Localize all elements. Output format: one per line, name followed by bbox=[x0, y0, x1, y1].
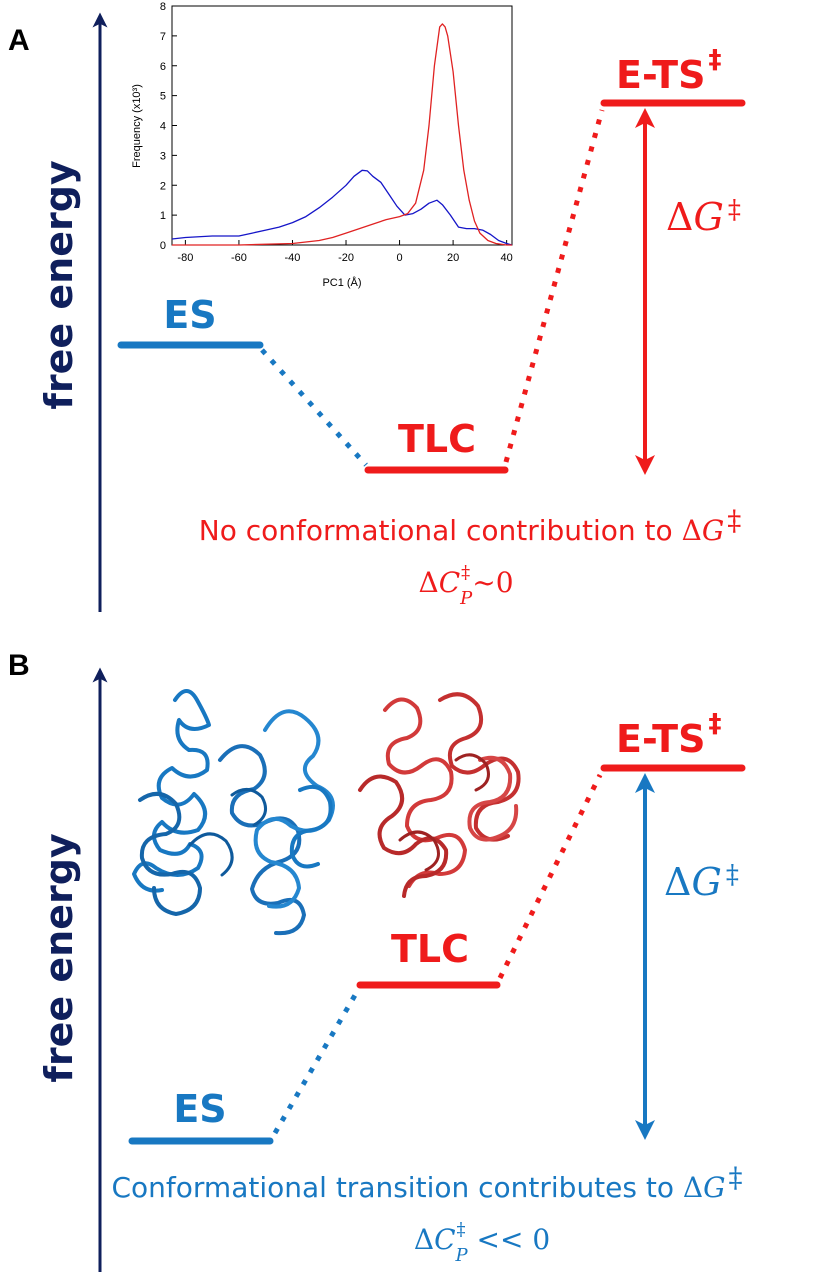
panel-a-cp-c: C bbox=[439, 566, 460, 599]
panel-b-caption-dagger: ‡ bbox=[729, 1161, 743, 1194]
inset-x-tick-label: -60 bbox=[231, 252, 247, 264]
panel-b-letter: B bbox=[8, 649, 30, 682]
panel-a-caption-delta: Δ bbox=[682, 514, 702, 547]
panel-b-delta-symbol: Δ bbox=[664, 860, 691, 904]
inset-histogram-chart: -80 -60 -40 -20 0 20 40 0 1 2 3 4 5 6 7 8 PC1 (Å) Frequ… bbox=[131, 1, 513, 289]
panel-b-tlc-label: TLC bbox=[391, 927, 469, 971]
inset-plot-frame bbox=[171, 5, 513, 246]
inset-y-tick-label: 5 bbox=[160, 91, 166, 103]
panel-a: A free energy ES TLC E-TS ‡ ΔG ‡ No confor… bbox=[8, 1, 746, 612]
panel-b-delta-g-label: ΔG ‡ bbox=[664, 860, 739, 904]
inset-y-tick-label: 7 bbox=[160, 31, 166, 43]
inset-x-axis-label: PC1 (Å) bbox=[322, 276, 361, 289]
inset-x-tick-label: 0 bbox=[396, 252, 402, 264]
panel-a-caption-g: G bbox=[702, 514, 724, 547]
panel-b-caption-text: Conformational transition contributes to bbox=[111, 1171, 682, 1204]
panel-b-ets-label: E-TS ‡ bbox=[616, 709, 721, 761]
panel-a-es-tlc-connector bbox=[260, 348, 368, 467]
panel-a-caption-line2: ΔC‡ P~0 bbox=[418, 562, 513, 609]
panel-a-g-symbol: G bbox=[693, 195, 723, 239]
inset-y-tick-label: 4 bbox=[160, 121, 166, 133]
inset-x-tick-label: -20 bbox=[338, 252, 354, 264]
panel-a-dagger-symbol: ‡ bbox=[728, 195, 741, 225]
panel-b-caption-line2: ΔC‡ P << 0 bbox=[414, 1219, 550, 1266]
inset-y-tick-label: 6 bbox=[160, 61, 166, 73]
protein-ribbon-red-icon bbox=[358, 692, 521, 898]
panel-b-cp-delta: Δ bbox=[414, 1223, 434, 1256]
panel-b-caption-g: G bbox=[703, 1171, 725, 1204]
inset-x-tick-label: -80 bbox=[177, 252, 193, 264]
panel-a-caption-text: No conformational contribution to bbox=[199, 514, 682, 547]
inset-series-line-1 bbox=[171, 169, 513, 246]
panel-b-dagger-symbol: ‡ bbox=[726, 860, 739, 890]
panel-b-cp-sub: P bbox=[455, 1245, 469, 1266]
panel-a-es-label: ES bbox=[163, 293, 216, 337]
panel-a-letter: A bbox=[8, 24, 30, 57]
inset-y-tick-label: 0 bbox=[160, 240, 166, 252]
panel-a-ets-label: E-TS ‡ bbox=[616, 45, 721, 97]
panel-a-caption-dagger: ‡ bbox=[727, 504, 741, 537]
panel-b-es-tlc-connector bbox=[272, 988, 361, 1135]
inset-y-tick-label: 3 bbox=[160, 150, 166, 162]
inset-x-tick-label: 40 bbox=[501, 252, 513, 264]
panel-a-cp-sub: P bbox=[459, 588, 473, 609]
panel-b-g-symbol: G bbox=[691, 860, 721, 904]
panel-a-cp-sup: ‡ bbox=[461, 562, 470, 583]
panel-b-ets-text: E-TS bbox=[616, 717, 705, 761]
panel-b-tlc-ets-connector bbox=[497, 773, 603, 980]
panel-b-cp-c: C bbox=[434, 1223, 455, 1256]
panel-b-caption-line1: Conformational transition contributes to… bbox=[111, 1161, 742, 1204]
protein-ribbon-blue-icon bbox=[132, 689, 335, 936]
panel-b-caption-delta: Δ bbox=[683, 1171, 703, 1204]
panel-b-cp-rest: << 0 bbox=[468, 1223, 551, 1256]
panel-a-delta-g-label: ΔG ‡ bbox=[666, 195, 741, 239]
panel-a-cp-delta: Δ bbox=[418, 566, 438, 599]
panel-b-ets-dagger: ‡ bbox=[708, 709, 721, 739]
inset-x-tick-label: -40 bbox=[285, 252, 301, 264]
panel-a-ets-text: E-TS bbox=[616, 53, 705, 97]
panel-a-ets-dagger: ‡ bbox=[708, 45, 721, 75]
inset-x-tick-label: 20 bbox=[447, 252, 459, 264]
panel-a-y-axis-label: free energy bbox=[37, 160, 81, 410]
inset-y-tick-label: 1 bbox=[160, 210, 166, 222]
panel-b-y-axis-label: free energy bbox=[37, 833, 81, 1083]
inset-lines bbox=[171, 23, 513, 246]
panel-a-tlc-label: TLC bbox=[398, 417, 476, 461]
panel-b-es-label: ES bbox=[173, 1087, 226, 1131]
inset-y-tick-label: 2 bbox=[160, 180, 166, 192]
inset-y-tick-label: 8 bbox=[160, 1, 166, 13]
panel-b-cp-sup: ‡ bbox=[457, 1219, 466, 1240]
inset-y-axis-label: Frequency (x10³) bbox=[131, 84, 143, 168]
inset-series-line-2 bbox=[172, 23, 512, 246]
panel-a-caption-line1: No conformational contribution to ΔG ‡ bbox=[199, 504, 741, 547]
panel-a-tlc-ets-connector bbox=[503, 109, 605, 463]
panel-b: B free energy ES TLC E-TS ‡ bbox=[8, 649, 746, 1272]
panel-a-delta-symbol: Δ bbox=[666, 195, 693, 239]
panel-a-cp-rest: ~0 bbox=[472, 566, 513, 599]
